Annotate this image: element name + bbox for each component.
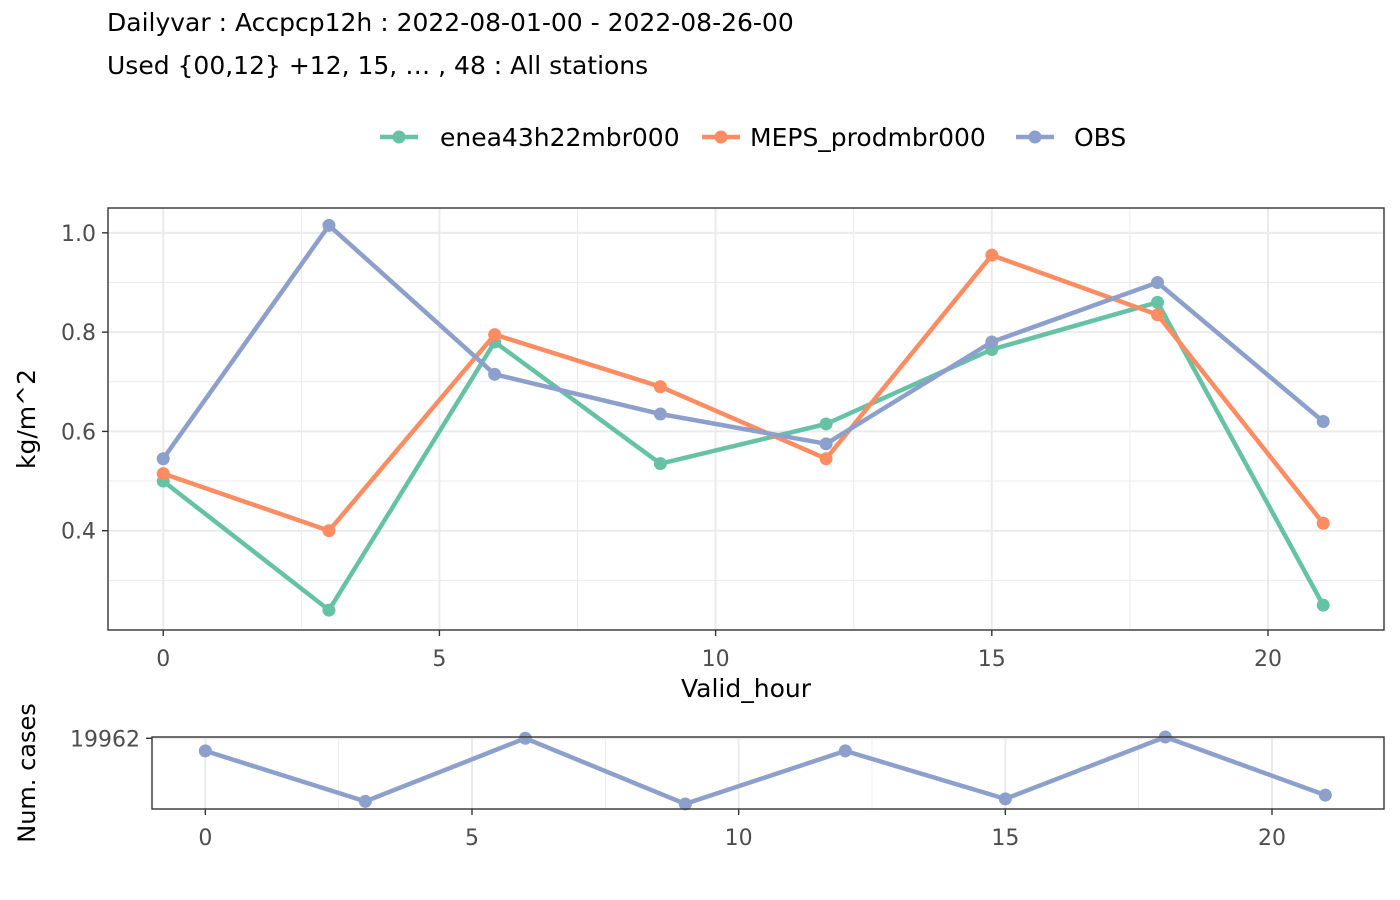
cases-x-tick-label: 5 xyxy=(465,826,479,851)
cases-data-point xyxy=(998,792,1012,806)
cases-data-point xyxy=(518,731,532,745)
data-point-OBS xyxy=(322,218,336,232)
series-line-enea43h22mbr000 xyxy=(161,300,1326,613)
legend-label: MEPS_prodmbr000 xyxy=(750,123,986,152)
cases-x-tick-label: 10 xyxy=(725,826,753,851)
cases-y-tick-label: 19962 xyxy=(70,727,140,752)
data-point-OBS xyxy=(1316,414,1330,428)
plot-border xyxy=(107,207,1385,631)
data-point-MEPS_prodmbr000 xyxy=(322,524,336,538)
legend-label: OBS xyxy=(1074,123,1126,152)
cases-data-point xyxy=(838,744,852,758)
x-tick-label: 20 xyxy=(1254,647,1282,672)
data-point-OBS xyxy=(985,335,999,349)
cases-x-tick-label: 15 xyxy=(991,826,1019,851)
data-point-MEPS_prodmbr000 xyxy=(156,467,170,481)
data-point-MEPS_prodmbr000 xyxy=(1151,308,1165,322)
cases-data-point xyxy=(1318,788,1332,802)
cases-x-tick-label: 20 xyxy=(1258,826,1286,851)
data-point-OBS xyxy=(1151,275,1165,289)
x-tick-label: 10 xyxy=(702,647,730,672)
x-tick-label: 5 xyxy=(432,647,446,672)
cases-plot-border xyxy=(151,736,1385,810)
data-point-MEPS_prodmbr000 xyxy=(819,452,833,466)
legend-key-point xyxy=(392,130,406,144)
cases-y-axis-label: Num. cases xyxy=(13,703,41,842)
data-point-MEPS_prodmbr000 xyxy=(1316,516,1330,530)
x-tick-label: 0 xyxy=(156,647,170,672)
data-point-enea43h22mbr000 xyxy=(322,603,336,617)
data-point-MEPS_prodmbr000 xyxy=(653,380,667,394)
y-axis-label: kg/m^2 xyxy=(12,369,41,469)
cases-series-line xyxy=(204,734,1327,807)
y-tick-label: 0.6 xyxy=(61,420,96,445)
chart-subtitle: Used {00,12} +12, 15, … , 48 : All stati… xyxy=(107,51,649,80)
cases-x-tick-label: 0 xyxy=(198,826,212,851)
y-tick-label: 0.4 xyxy=(61,520,96,545)
series-line-MEPS_prodmbr000 xyxy=(162,252,1325,533)
cases-data-point xyxy=(198,744,212,758)
data-point-enea43h22mbr000 xyxy=(1151,295,1165,309)
cases-data-point xyxy=(358,794,372,808)
plot-background xyxy=(108,208,1384,630)
legend-key-point xyxy=(714,130,728,144)
data-point-enea43h22mbr000 xyxy=(653,457,667,471)
y-tick-label: 0.8 xyxy=(61,321,96,346)
x-axis-label: Valid_hour xyxy=(681,674,812,703)
data-point-enea43h22mbr000 xyxy=(819,417,833,431)
data-point-OBS xyxy=(156,452,170,466)
y-tick-label: 1.0 xyxy=(61,222,96,247)
data-point-OBS xyxy=(488,367,502,381)
legend-key-point xyxy=(1028,130,1042,144)
data-point-OBS xyxy=(819,437,833,451)
data-point-enea43h22mbr000 xyxy=(1316,598,1330,612)
chart-title: Dailyvar : Accpcp12h : 2022-08-01-00 - 2… xyxy=(107,8,794,37)
legend-label: enea43h22mbr000 xyxy=(440,123,680,152)
series-line-OBS xyxy=(161,223,1325,461)
data-point-MEPS_prodmbr000 xyxy=(488,328,502,342)
data-point-MEPS_prodmbr000 xyxy=(985,248,999,262)
cases-data-point xyxy=(678,797,692,811)
data-point-OBS xyxy=(653,407,667,421)
x-tick-label: 15 xyxy=(978,647,1006,672)
